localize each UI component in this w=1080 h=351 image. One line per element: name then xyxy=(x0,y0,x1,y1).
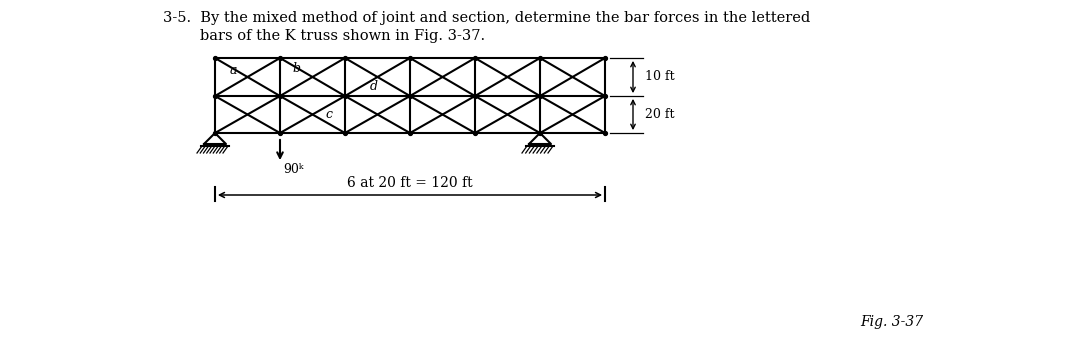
Text: 20 ft: 20 ft xyxy=(645,108,675,121)
Text: 90ᵏ: 90ᵏ xyxy=(283,163,303,176)
Text: b: b xyxy=(293,61,300,74)
Text: bars of the K truss shown in Fig. 3-37.: bars of the K truss shown in Fig. 3-37. xyxy=(163,29,485,43)
Text: d: d xyxy=(370,79,378,93)
Text: 3-5.  By the mixed method of joint and section, determine the bar forces in the : 3-5. By the mixed method of joint and se… xyxy=(163,11,810,25)
Text: Fig. 3-37: Fig. 3-37 xyxy=(860,315,923,329)
Text: 6 at 20 ft = 120 ft: 6 at 20 ft = 120 ft xyxy=(347,176,473,190)
Text: c: c xyxy=(325,107,333,120)
Text: a: a xyxy=(229,65,237,78)
Text: 10 ft: 10 ft xyxy=(645,71,675,84)
